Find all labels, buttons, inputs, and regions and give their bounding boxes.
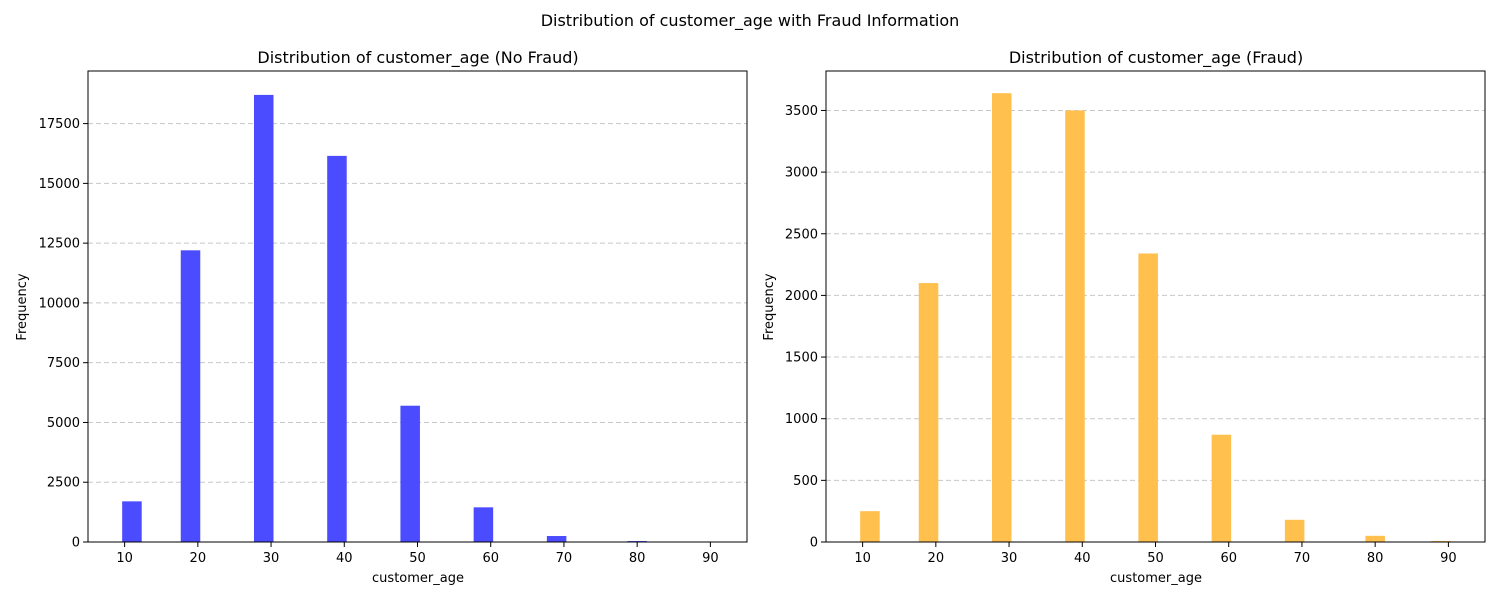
bar-fraud-69 xyxy=(1284,519,1305,542)
y-tick-label-fraud: 2000 xyxy=(785,289,818,304)
x-tick-label-fraud: 90 xyxy=(1440,551,1457,566)
x-tick-label-fraud: 60 xyxy=(1220,551,1237,566)
bar-fraud-80 xyxy=(1365,535,1385,542)
x-tick-label-fraud: 30 xyxy=(1001,551,1018,566)
y-tick-label-no-fraud: 15000 xyxy=(39,177,80,192)
y-axis-label-no-fraud: Frequency xyxy=(15,273,30,340)
bar-fraud-59 xyxy=(1211,434,1232,542)
x-tick-label-no-fraud: 90 xyxy=(702,551,719,566)
x-tick-label-fraud: 50 xyxy=(1147,551,1164,566)
y-tick-label-fraud: 3500 xyxy=(785,104,818,119)
x-tick-label-fraud: 40 xyxy=(1074,551,1091,566)
x-tick-label-no-fraud: 40 xyxy=(336,551,353,566)
bar-no-fraud-59 xyxy=(473,507,494,542)
x-tick-label-no-fraud: 30 xyxy=(263,551,280,566)
x-tick-label-no-fraud: 80 xyxy=(629,551,646,566)
bar-fraud-11 xyxy=(860,511,880,542)
chart-title-fraud: Distribution of customer_age (Fraud) xyxy=(1009,48,1303,68)
bar-no-fraud-39 xyxy=(327,155,347,542)
x-tick-label-no-fraud: 70 xyxy=(556,551,573,566)
x-tick-label-no-fraud: 50 xyxy=(409,551,426,566)
bar-no-fraud-11 xyxy=(122,501,142,542)
y-tick-label-fraud: 0 xyxy=(810,536,818,551)
y-tick-label-fraud: 500 xyxy=(793,474,818,489)
y-tick-label-fraud: 3000 xyxy=(785,166,818,181)
x-axis-label-fraud: customer_age xyxy=(1110,571,1202,586)
bar-no-fraud-19 xyxy=(180,250,201,542)
x-tick-label-fraud: 70 xyxy=(1294,551,1311,566)
panel-no-fraud: Distribution of customer_age (No Fraud) … xyxy=(15,48,748,586)
y-tick-label-fraud: 2500 xyxy=(785,227,818,242)
y-axis-label-fraud: Frequency xyxy=(762,273,777,340)
panel-fraud: Distribution of customer_age (Fraud) cus… xyxy=(762,48,1486,586)
chart-title-no-fraud: Distribution of customer_age (No Fraud) xyxy=(257,48,578,68)
y-tick-label-no-fraud: 0 xyxy=(72,536,80,551)
bar-fraud-19 xyxy=(918,283,939,542)
y-tick-label-no-fraud: 10000 xyxy=(39,296,80,311)
bar-fraud-29 xyxy=(991,93,1012,542)
bar-fraud-49 xyxy=(1138,253,1158,542)
bar-no-fraud-29 xyxy=(253,94,274,542)
x-tick-label-no-fraud: 60 xyxy=(482,551,499,566)
x-tick-label-fraud: 80 xyxy=(1367,551,1384,566)
y-tick-label-no-fraud: 7500 xyxy=(47,356,80,371)
bar-no-fraud-69 xyxy=(546,536,567,542)
y-tick-label-no-fraud: 5000 xyxy=(47,416,80,431)
x-tick-label-no-fraud: 10 xyxy=(116,551,133,566)
x-tick-label-no-fraud: 20 xyxy=(190,551,207,566)
x-tick-label-fraud: 10 xyxy=(854,551,871,566)
bar-no-fraud-49 xyxy=(400,405,420,542)
y-tick-label-no-fraud: 2500 xyxy=(47,476,80,491)
x-tick-label-fraud: 20 xyxy=(928,551,945,566)
y-tick-label-no-fraud: 12500 xyxy=(39,237,80,252)
y-tick-label-no-fraud: 17500 xyxy=(39,117,80,132)
figure-title: Distribution of customer_age with Fraud … xyxy=(541,11,960,31)
y-tick-label-fraud: 1000 xyxy=(785,412,818,427)
bar-fraud-39 xyxy=(1065,110,1085,542)
y-tick-label-fraud: 1500 xyxy=(785,351,818,366)
x-axis-label-no-fraud: customer_age xyxy=(372,571,464,586)
